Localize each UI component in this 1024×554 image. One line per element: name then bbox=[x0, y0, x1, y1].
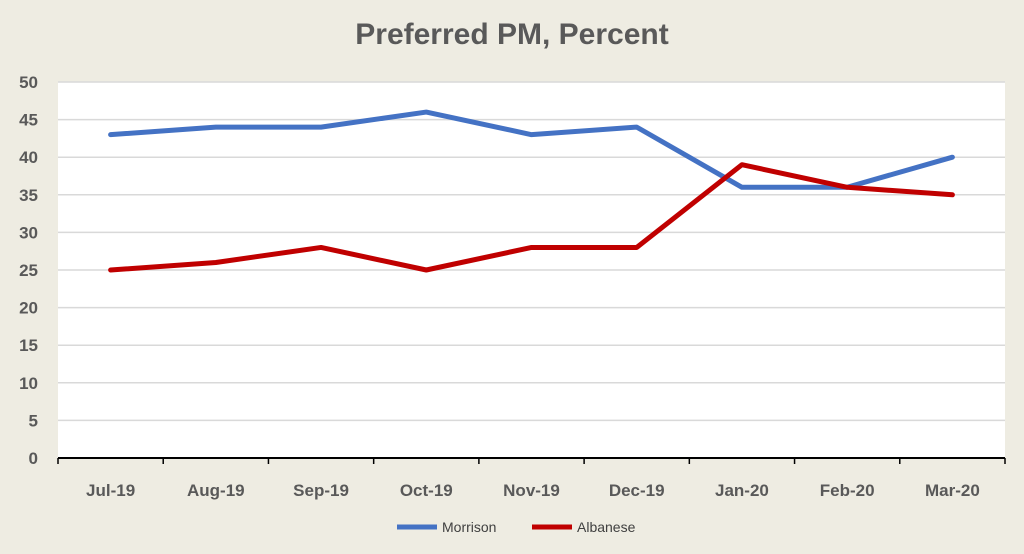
x-tick-label: Oct-19 bbox=[400, 481, 453, 500]
x-tick-label: Jan-20 bbox=[715, 481, 769, 500]
legend-label-albanese: Albanese bbox=[577, 519, 636, 535]
x-tick-label: Aug-19 bbox=[187, 481, 245, 500]
chart-title: Preferred PM, Percent bbox=[355, 18, 669, 51]
y-tick-label: 20 bbox=[19, 299, 38, 318]
x-tick-label: Feb-20 bbox=[820, 481, 875, 500]
legend-label-morrison: Morrison bbox=[442, 519, 496, 535]
series-line-morrison bbox=[108, 109, 955, 190]
y-tick-label: 15 bbox=[19, 336, 38, 355]
y-tick-label: 40 bbox=[19, 148, 38, 167]
x-tick-label: Sep-19 bbox=[293, 481, 349, 500]
y-tick-label: 0 bbox=[29, 449, 38, 468]
x-tick-label: Dec-19 bbox=[609, 481, 665, 500]
y-tick-label: 30 bbox=[19, 223, 38, 242]
series-line-albanese bbox=[108, 162, 955, 273]
y-tick-label: 35 bbox=[19, 186, 38, 205]
x-tick-label: Mar-20 bbox=[925, 481, 980, 500]
y-tick-label: 25 bbox=[19, 261, 38, 280]
y-tick-label: 50 bbox=[19, 73, 38, 92]
x-tick-label: Jul-19 bbox=[86, 481, 135, 500]
y-tick-label: 45 bbox=[19, 111, 38, 130]
x-tick-label: Nov-19 bbox=[503, 481, 560, 500]
y-tick-label: 5 bbox=[29, 411, 38, 430]
y-tick-label: 10 bbox=[19, 374, 38, 393]
